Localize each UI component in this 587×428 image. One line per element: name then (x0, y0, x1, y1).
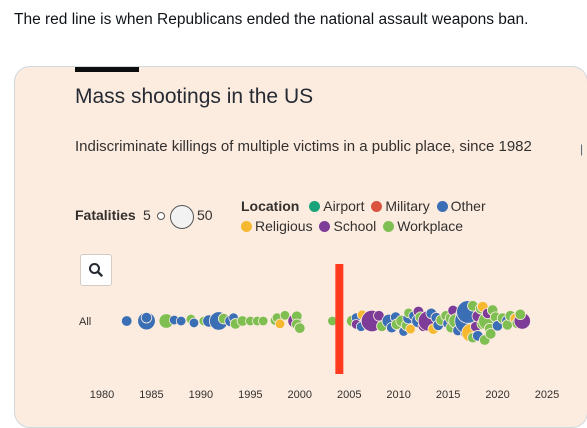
search-button[interactable] (80, 254, 112, 286)
shooting-bubble[interactable] (514, 308, 527, 321)
x-tick-label: 2000 (288, 389, 312, 401)
legend-item-workplace: Workplace (383, 218, 463, 234)
assault-weapons-ban-end-line (335, 264, 344, 374)
shooting-bubble[interactable] (274, 318, 286, 330)
legend-label-religious: Religious (255, 218, 313, 234)
legend-label-other: Other (450, 198, 486, 214)
tweet-text: The red line is when Republicans ended t… (14, 11, 529, 28)
legend-label-airport: Airport (323, 198, 365, 214)
shooting-bubble[interactable] (188, 317, 200, 329)
shooting-bubble[interactable] (294, 322, 306, 334)
x-tick-label: 1995 (238, 389, 262, 401)
shooting-bubble[interactable] (279, 310, 291, 321)
bubble-chart: All 1980 1985 1990 1995 2000 2005 2010 2015 2020 2… (79, 264, 559, 401)
shooting-bubble[interactable] (175, 315, 187, 327)
x-tick-label: 2010 (386, 389, 410, 401)
magnifier-icon (89, 263, 103, 277)
legend-label-workplace: Workplace (397, 218, 464, 234)
fatalities-min-label: 5 (143, 207, 151, 223)
offscreen-glyph: | (580, 142, 584, 156)
fatalities-max-label: 50 (197, 207, 213, 223)
shooting-bubble[interactable] (405, 323, 416, 335)
legend-item-other: Other (436, 198, 486, 214)
x-tick-label: 2015 (436, 389, 460, 401)
legend-dot-school (319, 221, 331, 232)
article-card[interactable]: Mass shootings in the US Indiscriminate … (14, 66, 587, 428)
legend-item-airport: Airport (309, 198, 364, 214)
legend-label-school: School (333, 218, 377, 234)
legend-item-religious: Religious (241, 218, 313, 234)
location-label: Location (241, 198, 300, 214)
chart-title: Mass shootings in the US (75, 85, 314, 108)
legend-dot-workplace (383, 221, 395, 232)
size-legend-small-circle (157, 212, 165, 220)
x-tick-label: 2020 (485, 389, 509, 401)
x-tick-label: 2005 (337, 389, 361, 401)
card-top-rule (75, 67, 139, 72)
legend-dot-religious (241, 221, 252, 232)
fatalities-label: Fatalities (75, 207, 136, 223)
shooting-bubble[interactable] (484, 328, 497, 340)
shooting-bubble[interactable] (140, 311, 153, 324)
chart-subtitle: Indiscriminate killings of multiple vict… (75, 138, 532, 155)
x-tick-label: 1985 (139, 389, 163, 401)
legend-dot-airport (309, 201, 321, 212)
legend-dot-other (436, 201, 448, 212)
x-tick-label: 1990 (189, 389, 213, 401)
shooting-bubble[interactable] (257, 315, 269, 327)
shooting-bubble[interactable] (121, 315, 133, 327)
legend-dot-military (371, 201, 383, 212)
x-tick-label: 1980 (90, 389, 114, 401)
legend-label-military: Military (385, 198, 430, 214)
legend-item-school: School (319, 218, 376, 234)
size-legend-large-circle (170, 205, 194, 229)
x-tick-label: 2025 (535, 389, 559, 401)
row-label-all: All (79, 316, 91, 328)
legend-item-military: Military (371, 198, 430, 214)
